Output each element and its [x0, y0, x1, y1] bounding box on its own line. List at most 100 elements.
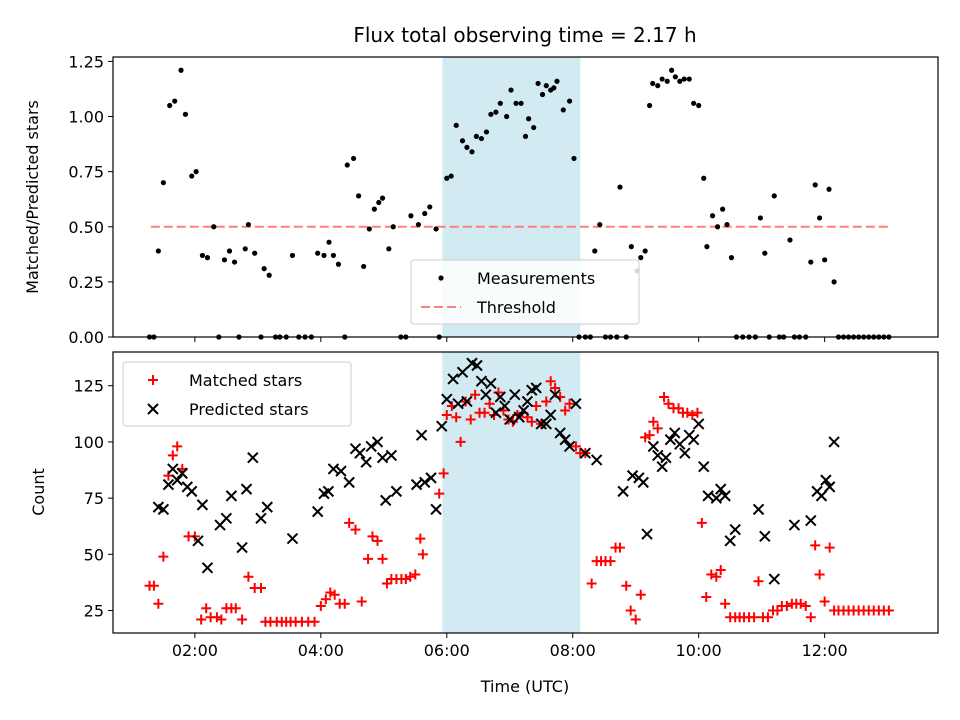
x-tick-label: 08:00: [550, 641, 596, 660]
data-point: [344, 162, 350, 168]
data-point: [772, 605, 783, 616]
data-point: [820, 474, 832, 486]
data-point: [787, 237, 793, 243]
data-point: [350, 155, 357, 162]
data-point: [504, 413, 516, 426]
data-point: [625, 605, 636, 616]
data-point: [566, 98, 573, 104]
data-point: [372, 535, 383, 546]
data-point: [160, 180, 166, 186]
data-point: [157, 503, 170, 516]
data-point: [158, 551, 169, 562]
data-point: [201, 603, 212, 614]
data-point: [390, 224, 396, 230]
data-point: [540, 418, 552, 430]
data-point: [545, 376, 556, 387]
data-point: [530, 382, 542, 394]
data-point: [236, 541, 248, 554]
data-point: [381, 578, 392, 589]
data-point: [242, 246, 248, 252]
data-point: [385, 449, 398, 462]
data-point: [178, 67, 184, 73]
data-point: [436, 420, 448, 432]
x-tick-label: 12:00: [802, 641, 848, 660]
bottom-panel: 25 50 75 100 125 02:00 04:00 06:00 08:00 10:00 12:…: [73, 351, 939, 660]
data-point: [687, 433, 700, 446]
data-point: [513, 100, 519, 106]
x-tick-label: 04:00: [298, 641, 344, 660]
data-point: [648, 416, 659, 427]
data-point: [483, 129, 490, 135]
data-point: [706, 569, 717, 580]
data-point: [753, 576, 764, 587]
data-point: [327, 463, 340, 475]
data-point: [176, 467, 188, 480]
data-point: [554, 427, 566, 439]
data-point: [664, 433, 677, 446]
data-point: [805, 514, 817, 527]
y-tick-label: 1.00: [68, 108, 104, 127]
data-point: [663, 398, 674, 409]
y-tick-label: 0.50: [68, 218, 104, 237]
data-point: [182, 111, 189, 117]
data-point: [669, 427, 681, 439]
data-point: [261, 501, 274, 513]
y-tick-label: 0.25: [68, 273, 104, 292]
data-point: [549, 389, 561, 401]
data-point: [781, 601, 792, 612]
data-point: [211, 224, 217, 230]
data-point: [724, 221, 730, 228]
data-point: [660, 451, 672, 464]
legend-swatch: [438, 275, 444, 281]
data-point: [309, 616, 320, 627]
y-tick-label: 100: [73, 433, 104, 452]
data-point: [266, 272, 272, 278]
bottom-y-axis-label: Count: [29, 468, 48, 516]
y-tick-label: 0.75: [68, 163, 104, 182]
data-point: [433, 226, 439, 232]
x-tick-label: 06:00: [424, 641, 470, 660]
data-point: [652, 423, 663, 434]
data-point: [455, 436, 466, 447]
data-point: [674, 438, 686, 450]
data-point: [728, 255, 735, 261]
data-point: [509, 389, 521, 401]
data-point: [408, 213, 414, 219]
data-point: [535, 418, 547, 430]
data-point: [762, 612, 773, 623]
data-point: [415, 429, 428, 441]
data-point: [320, 594, 331, 605]
data-point: [172, 98, 178, 104]
data-point: [560, 405, 571, 416]
data-point: [465, 414, 476, 425]
data-point: [155, 248, 161, 254]
data-point: [526, 416, 537, 427]
series-predicted-stars: [152, 357, 840, 585]
data-point: [494, 391, 507, 403]
data-point: [427, 204, 433, 210]
legend-box: [122, 361, 352, 427]
data-point: [560, 107, 566, 113]
data-point: [563, 440, 576, 453]
data-point: [172, 441, 183, 452]
data-point: [196, 614, 207, 625]
data-point: [350, 524, 361, 535]
data-point: [479, 407, 490, 418]
data-point: [221, 257, 228, 263]
data-point: [211, 612, 222, 623]
data-point: [828, 436, 840, 448]
data-point: [415, 221, 422, 228]
data-point: [526, 116, 532, 122]
legend: Measurements Threshold: [410, 259, 640, 325]
data-point: [664, 78, 670, 84]
data-point: [551, 85, 557, 91]
data-point: [701, 175, 707, 181]
data-point: [800, 601, 811, 612]
data-point: [570, 441, 581, 452]
data-point: [635, 589, 646, 600]
legend-swatch: [148, 375, 158, 385]
data-point: [311, 505, 324, 518]
data-point: [441, 409, 452, 420]
data-point: [199, 252, 206, 259]
data-point: [539, 91, 546, 98]
